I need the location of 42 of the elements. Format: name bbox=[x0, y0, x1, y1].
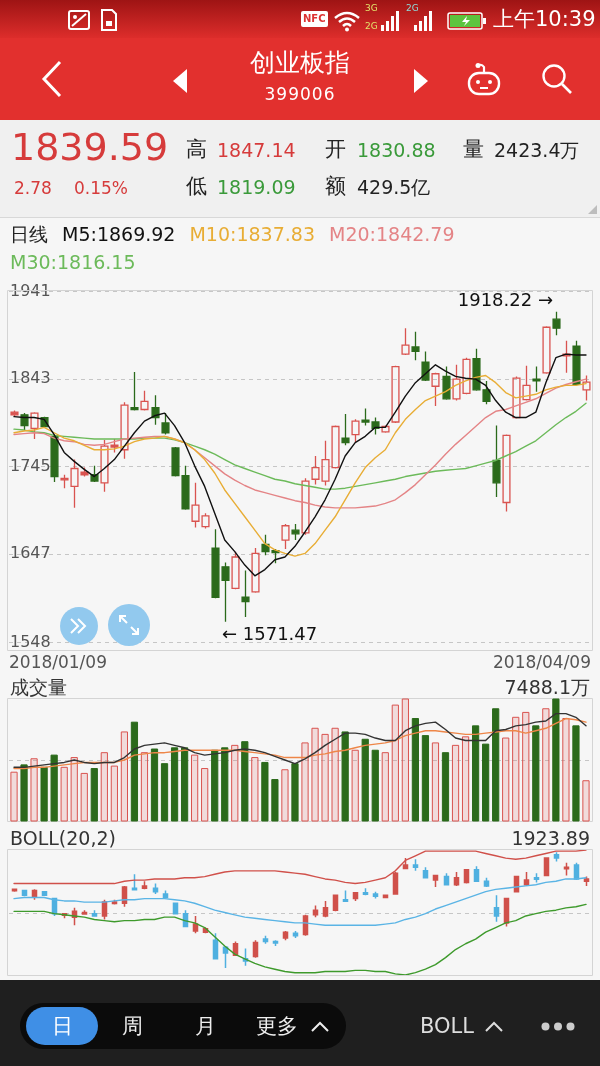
y-tick-label: 1647 bbox=[10, 543, 51, 563]
text: M10:1837.83 bbox=[189, 222, 315, 246]
text: 开 bbox=[325, 136, 346, 162]
text: 更多 bbox=[256, 1013, 298, 1039]
text: 1830.88 bbox=[357, 138, 436, 162]
annotation: 1918.22 → bbox=[457, 289, 553, 311]
text: 7488.1万 bbox=[504, 676, 590, 698]
text: 1923.89 bbox=[511, 827, 590, 849]
annotation: ← 1571.47 bbox=[222, 623, 318, 645]
text: 2423.4万 bbox=[494, 138, 580, 162]
chart-title: BOLL(20,2) bbox=[10, 827, 116, 849]
y-tick-label: 1548 bbox=[10, 632, 51, 651]
text: 2.78 bbox=[14, 177, 52, 199]
text: M5:1869.92 bbox=[62, 222, 176, 246]
text: 额 bbox=[325, 173, 346, 199]
text: 量 bbox=[463, 136, 484, 162]
text: M30:1816.15 bbox=[10, 250, 136, 274]
text: 周 bbox=[122, 1013, 143, 1039]
y-tick-label: 1745 bbox=[10, 455, 51, 475]
text: 0.15% bbox=[74, 177, 129, 199]
text: 低 bbox=[186, 173, 207, 199]
text: BOLL bbox=[420, 1013, 474, 1039]
text: 1839.59 bbox=[11, 124, 169, 170]
text: 2G bbox=[365, 21, 378, 31]
text: 399006 bbox=[263, 83, 337, 105]
text: 高 bbox=[186, 136, 207, 162]
text: 2018/01/09 bbox=[9, 652, 107, 673]
text: 2018/04/09 bbox=[493, 652, 591, 673]
chart-title: 成交量 bbox=[10, 676, 67, 698]
text: 1847.14 bbox=[217, 138, 296, 162]
text: 3G bbox=[365, 3, 378, 13]
legend-title: 日线 bbox=[10, 222, 48, 246]
text: 日 bbox=[50, 1013, 74, 1039]
text: M20:1842.79 bbox=[329, 222, 455, 246]
text: 429.5亿 bbox=[357, 175, 431, 199]
text: 2G bbox=[406, 3, 419, 13]
text: NFC bbox=[301, 11, 328, 27]
text: 月 bbox=[195, 1013, 216, 1039]
text: 1819.09 bbox=[217, 175, 296, 199]
text: 创业板指 bbox=[249, 48, 351, 78]
y-tick-label: 1843 bbox=[10, 368, 51, 388]
text: 上午10:39 bbox=[493, 6, 596, 32]
